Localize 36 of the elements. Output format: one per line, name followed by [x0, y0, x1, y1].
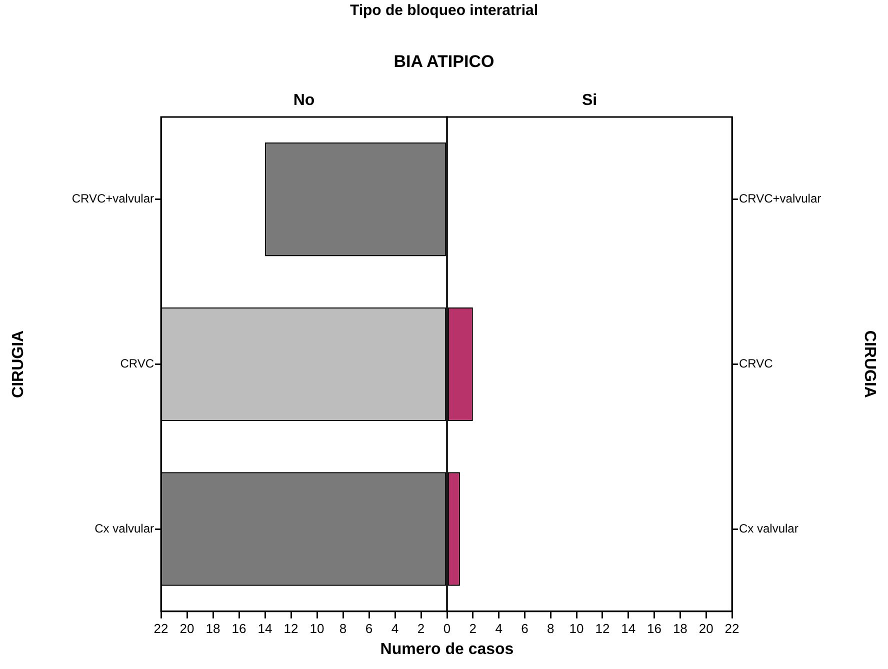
- x-tick-label: 20: [698, 620, 714, 636]
- chart-subtitle: Si: [580, 92, 598, 110]
- x-tick-label: 0: [443, 620, 451, 636]
- y-tick-label: Cx valvular: [739, 521, 798, 536]
- text: BIA ATIPICO: [392, 52, 496, 72]
- y-axis-title: CIRUGIA: [10, 330, 28, 398]
- x-tick-label: 12: [284, 620, 298, 636]
- y-tick-label: Cx valvular: [94, 521, 154, 536]
- x-tick-label: 20: [180, 620, 194, 636]
- x-tick-label: 6: [365, 620, 373, 636]
- y-tick-label: CRVC: [739, 356, 774, 371]
- x-tick-label: 8: [339, 620, 347, 636]
- chart-title: Tipo de bloqueo interatrial: [348, 2, 540, 19]
- y-axis-title: CIRUGIA: [860, 330, 878, 398]
- x-axis-title: Numero de casos: [379, 641, 515, 659]
- x-tick-label: 10: [569, 620, 584, 636]
- x-tick-label: 4: [391, 620, 399, 636]
- x-tick-label: 16: [647, 620, 662, 636]
- x-tick-label: 18: [672, 620, 688, 636]
- x-tick-label: 2: [417, 620, 425, 636]
- x-tick-label: 16: [232, 620, 246, 636]
- chart-subtitle: No: [292, 92, 316, 110]
- x-tick-label: 12: [595, 620, 610, 636]
- x-tick-label: 8: [547, 620, 554, 636]
- y-tick-label: CRVC: [120, 356, 154, 371]
- x-tick-label: 14: [258, 620, 272, 636]
- x-tick-label: 6: [521, 620, 528, 636]
- x-tick-label: 10: [310, 620, 324, 636]
- x-tick-label: 2: [469, 620, 477, 636]
- y-tick-label: CRVC+valvular: [739, 192, 822, 206]
- x-tick-label: 22: [154, 620, 168, 636]
- y-tick-label: CRVC+valvular: [72, 192, 154, 206]
- x-tick-label: 18: [206, 620, 220, 636]
- x-tick-label: 14: [621, 620, 636, 636]
- x-tick-label: 4: [495, 620, 502, 636]
- x-tick-label: 22: [724, 620, 740, 636]
